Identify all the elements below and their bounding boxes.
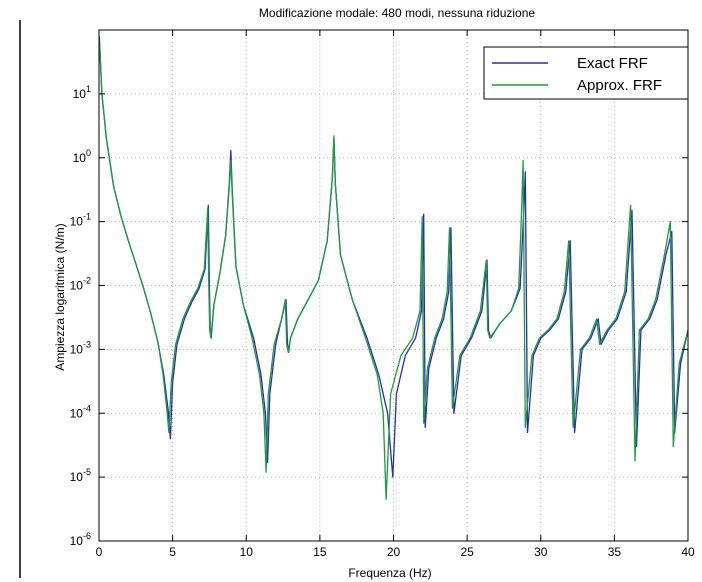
y-tick-exp: -6 (83, 531, 91, 541)
series-line-approx-frf (99, 36, 688, 500)
x-tick-label: 5 (169, 545, 176, 559)
x-tick-label: 0 (96, 545, 103, 559)
x-tick-label: 25 (460, 545, 474, 559)
legend-label-exact: Exact FRF (577, 55, 648, 72)
y-tick-base: 10 (70, 215, 84, 229)
y-tick-exp: -1 (83, 212, 91, 222)
x-tick-label: 20 (387, 545, 401, 559)
y-tick-label: 10-1 (70, 212, 91, 229)
legend: Exact FRF Approx. FRF (483, 46, 689, 100)
y-tick-exp: -2 (83, 276, 91, 286)
legend-label-approx: Approx. FRF (577, 77, 662, 94)
y-tick-label: 100 (73, 148, 91, 165)
series-layer (99, 36, 688, 500)
tick-layer: 0 5 10 15 20 25 30 35 4010-610-510-410-310-210-1… (70, 30, 695, 559)
y-tick-label: 10-6 (70, 531, 91, 548)
x-tick-label: 35 (608, 545, 622, 559)
y-tick-base: 10 (70, 279, 84, 293)
y-tick-base: 10 (70, 342, 84, 356)
x-tick-label: 15 (313, 545, 327, 559)
x-tick-label: 40 (681, 545, 695, 559)
y-tick-exp: 1 (86, 84, 91, 94)
series-line-exact-frf (99, 36, 688, 478)
x-tick-label: 10 (240, 545, 254, 559)
y-tick-base: 10 (70, 470, 84, 484)
y-tick-label: 101 (73, 84, 91, 101)
y-axis-label: Ampiezza logaritmica (N/m) (53, 223, 67, 370)
y-tick-label: 10-3 (70, 339, 91, 356)
y-tick-label: 10-5 (70, 467, 91, 484)
y-tick-exp: -5 (83, 467, 91, 477)
x-axis-label: Frequenza (Hz) (348, 566, 431, 580)
y-tick-base: 10 (73, 87, 87, 101)
y-tick-exp: 0 (86, 148, 91, 158)
y-tick-exp: -4 (83, 403, 91, 413)
y-tick-label: 10-4 (70, 403, 91, 420)
y-tick-exp: -3 (83, 339, 91, 349)
legend-box (483, 46, 689, 100)
y-tick-base: 10 (70, 406, 84, 420)
y-tick-base: 10 (73, 151, 87, 165)
chart-title: Modificazione modale: 480 modi, nessuna … (259, 6, 535, 20)
y-tick-label: 10-2 (70, 276, 91, 293)
y-tick-base: 10 (70, 534, 84, 548)
x-tick-label: 30 (534, 545, 548, 559)
